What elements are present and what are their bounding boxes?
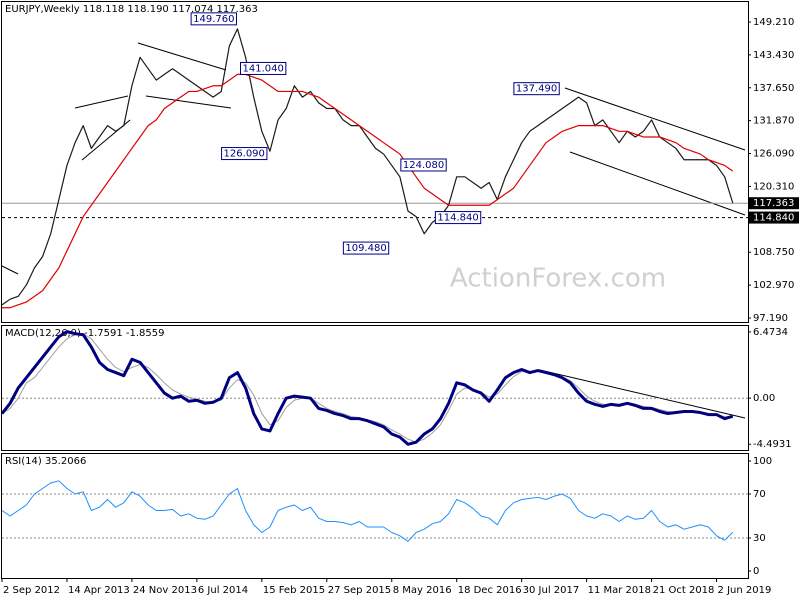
y-tick-label: 149.210 bbox=[753, 17, 794, 28]
annotation-box bbox=[342, 241, 390, 255]
trend-line bbox=[137, 42, 227, 71]
annotation-box bbox=[190, 12, 237, 26]
y-tick-label: 102.970 bbox=[753, 280, 794, 291]
annotation-label: 114.840 bbox=[437, 213, 478, 224]
y-tick-label: 6.4734 bbox=[753, 327, 788, 338]
y-tick-label: 126.090 bbox=[753, 149, 794, 160]
y-tick-label: 100 bbox=[753, 456, 772, 467]
y-tick-label: 143.430 bbox=[753, 50, 794, 61]
y-tick-label: -4.4931 bbox=[753, 439, 792, 450]
y-tick-label: 70 bbox=[753, 489, 766, 500]
trend-line bbox=[1, 265, 19, 275]
annotation-box bbox=[434, 211, 482, 225]
price-box bbox=[749, 197, 799, 210]
annotation-label: 109.480 bbox=[345, 243, 386, 254]
rsi-panel bbox=[1, 453, 749, 579]
x-tick-label: 30 Jul 2017 bbox=[523, 585, 580, 596]
x-tick-label: 14 Apr 2013 bbox=[68, 585, 130, 596]
x-tick-label: 18 Dec 2016 bbox=[458, 585, 522, 596]
annotation-box bbox=[400, 158, 447, 172]
annotation: 124.080 bbox=[400, 158, 447, 172]
annotation: 109.480 bbox=[342, 241, 390, 255]
annotation-label: 124.080 bbox=[403, 160, 444, 171]
trend-line bbox=[74, 95, 129, 109]
y-tick-label: 30 bbox=[753, 533, 766, 544]
watermark: ActionForex.com bbox=[450, 264, 666, 294]
x-tick-label: 15 Feb 2015 bbox=[263, 585, 325, 596]
x-tick-label: 2 Sep 2012 bbox=[3, 585, 60, 596]
trend-line bbox=[145, 95, 232, 109]
y-tick-label: 137.650 bbox=[753, 83, 794, 94]
annotation: 126.090 bbox=[221, 147, 268, 161]
annotation-label: 149.760 bbox=[193, 14, 234, 25]
y-tick-label: 97.190 bbox=[753, 313, 788, 324]
annotation-box bbox=[513, 82, 560, 96]
series-line bbox=[1, 480, 734, 542]
chart-title: RSI(14) 35.2066 bbox=[5, 456, 86, 467]
annotation-box bbox=[221, 147, 268, 161]
annotation-label: 126.090 bbox=[224, 149, 265, 160]
macd-panel bbox=[1, 325, 749, 451]
annotation: 149.760 bbox=[190, 12, 237, 26]
price-panel bbox=[1, 1, 749, 323]
x-tick-label: 27 Sep 2015 bbox=[328, 585, 391, 596]
y-tick-label: 0.00 bbox=[753, 393, 775, 404]
annotation-label: 137.490 bbox=[516, 84, 557, 95]
trend-line bbox=[564, 87, 746, 151]
annotation: 137.490 bbox=[513, 82, 560, 96]
trend-line bbox=[569, 151, 746, 216]
y-tick-label: 120.310 bbox=[753, 181, 794, 192]
series-line bbox=[0, 330, 734, 446]
annotation-box bbox=[240, 61, 287, 75]
price-box-label: 114.840 bbox=[753, 213, 794, 224]
y-tick-label: 0 bbox=[753, 566, 759, 577]
trend-line bbox=[539, 369, 746, 419]
chart-title: MACD(12,26,9) -1.7591 -1.8559 bbox=[5, 328, 165, 339]
price-box-label: 117.363 bbox=[753, 198, 794, 209]
x-tick-label: 11 Mar 2018 bbox=[588, 585, 651, 596]
series-line bbox=[2, 73, 734, 309]
x-tick-label: 8 May 2016 bbox=[393, 585, 452, 596]
x-tick-label: 2 Jun 2019 bbox=[718, 585, 772, 596]
chart-title: EURJPY,Weekly 118.118 118.190 117.074 11… bbox=[5, 4, 258, 15]
annotation-label: 141.040 bbox=[243, 63, 284, 74]
series-line bbox=[1, 28, 734, 306]
y-tick-label: 108.750 bbox=[753, 247, 794, 258]
annotation: 114.840 bbox=[434, 211, 482, 225]
y-tick-label: 131.870 bbox=[753, 116, 794, 127]
price-box bbox=[749, 211, 799, 224]
annotation: 141.040 bbox=[240, 61, 287, 75]
x-tick-label: 24 Nov 2013 bbox=[133, 585, 197, 596]
x-tick-label: 6 Jul 2014 bbox=[198, 585, 248, 596]
trend-lines bbox=[1, 42, 746, 419]
x-tick-label: 21 Oct 2018 bbox=[653, 585, 715, 596]
